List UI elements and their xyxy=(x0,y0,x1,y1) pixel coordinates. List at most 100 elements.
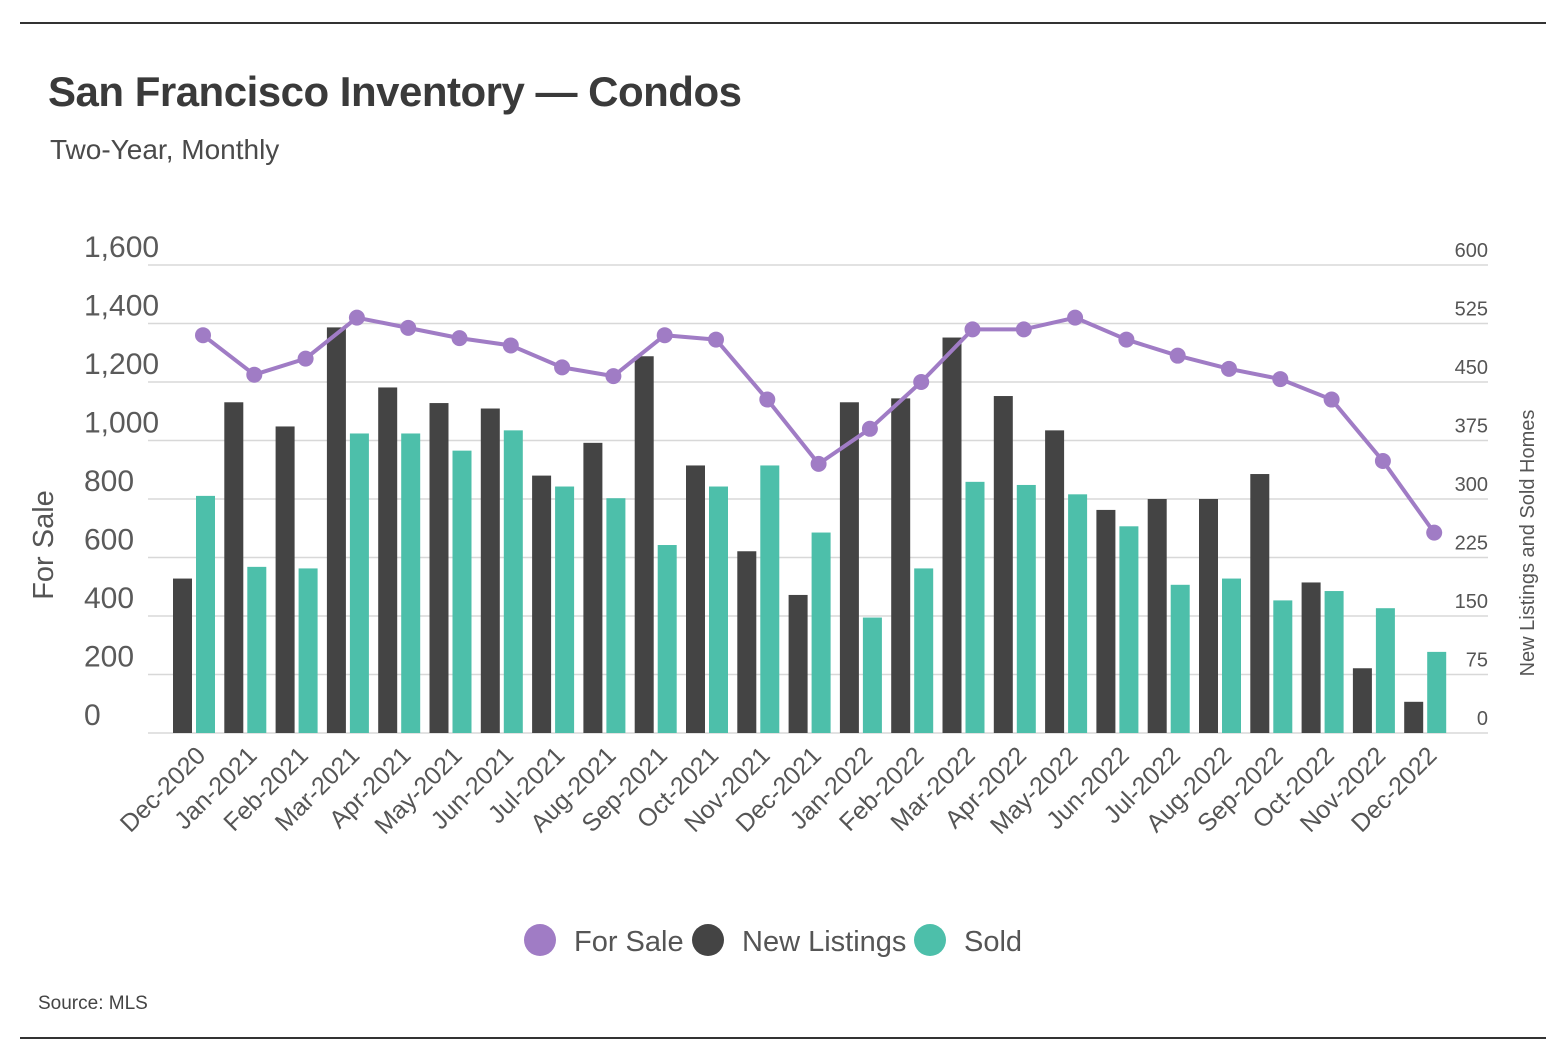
y-left-tick-label: 800 xyxy=(84,465,134,498)
bar-new-listings xyxy=(891,398,911,733)
y-left-axis-title: For Sale xyxy=(28,490,60,600)
bar-sold xyxy=(914,568,934,733)
bar-sold xyxy=(1119,526,1139,733)
for-sale-point xyxy=(913,374,930,390)
bar-sold xyxy=(196,495,215,733)
bar-new-listings xyxy=(583,442,603,733)
chart-subtitle: Two-Year, Monthly xyxy=(50,134,280,165)
legend-label: Sold xyxy=(964,926,1022,958)
for-sale-point xyxy=(708,331,724,348)
bar-new-listings xyxy=(1301,582,1321,733)
bar-new-listings xyxy=(326,327,346,733)
legend-label: New Listings xyxy=(742,926,906,958)
bar-new-listings xyxy=(839,402,859,733)
bar-sold xyxy=(503,430,523,733)
bar-new-listings xyxy=(1045,430,1065,733)
legend-marker xyxy=(524,924,556,956)
y-right-tick-label: 300 xyxy=(1455,474,1488,496)
for-sale-point xyxy=(297,350,314,367)
y-left-tick-label: 1,400 xyxy=(84,290,159,323)
bottom-rule xyxy=(20,1037,1546,1039)
for-sale-point xyxy=(1323,391,1340,408)
for-sale-point xyxy=(759,391,776,408)
y-left-tick-label: 400 xyxy=(84,582,134,615)
bar-new-listings xyxy=(480,408,500,733)
bar-sold xyxy=(1324,591,1344,733)
bar-sold xyxy=(1016,484,1036,733)
bar-new-listings xyxy=(686,465,705,733)
bar-sold xyxy=(811,532,831,733)
bar-new-listings xyxy=(1250,474,1270,733)
bar-new-listings xyxy=(1404,701,1424,733)
for-sale-point xyxy=(1426,524,1443,541)
bar-new-listings xyxy=(634,356,654,733)
y-left-tick-label: 0 xyxy=(84,699,101,732)
bar-sold xyxy=(965,481,985,733)
bar-sold xyxy=(452,450,472,733)
y-right-tick-label: 0 xyxy=(1477,708,1488,730)
bar-sold xyxy=(1222,578,1241,733)
y-right-tick-label: 450 xyxy=(1455,357,1488,379)
bar-new-listings xyxy=(737,551,757,733)
y-right-tick-label: 375 xyxy=(1455,416,1488,438)
for-sale-point xyxy=(656,327,673,344)
for-sale-point xyxy=(1169,347,1186,364)
source-note: Source: MLS xyxy=(38,993,148,1014)
bar-new-listings xyxy=(788,594,808,733)
y-left-tick-label: 1,200 xyxy=(84,348,159,381)
bar-sold xyxy=(1068,494,1088,733)
for-sale-point xyxy=(400,319,417,336)
for-sale-point xyxy=(861,420,878,437)
bar-sold xyxy=(862,617,882,733)
bar-new-listings xyxy=(173,578,192,733)
for-sale-point xyxy=(1221,360,1237,377)
bar-new-listings xyxy=(275,426,295,733)
bar-sold xyxy=(401,433,421,733)
bar-sold xyxy=(606,498,626,733)
for-sale-point xyxy=(1015,321,1032,338)
y-right-tick-label: 525 xyxy=(1455,299,1488,321)
for-sale-point xyxy=(605,368,622,385)
y-right-tick-label: 150 xyxy=(1455,591,1488,613)
for-sale-point xyxy=(810,455,827,472)
bar-sold xyxy=(1375,608,1395,733)
bar-sold xyxy=(657,545,677,733)
bar-sold xyxy=(760,465,780,733)
y-left-tick-label: 1,600 xyxy=(84,231,159,264)
top-rule xyxy=(20,22,1546,24)
bar-sold xyxy=(298,568,318,733)
for-sale-point xyxy=(451,330,468,347)
for-sale-point xyxy=(554,359,571,376)
y-right-axis-title: New Listings and Sold Homes xyxy=(1517,410,1539,677)
bar-sold xyxy=(1427,651,1447,733)
bar-new-listings xyxy=(378,387,398,733)
bar-new-listings xyxy=(224,402,244,733)
y-right-tick-label: 75 xyxy=(1466,650,1488,672)
bar-new-listings xyxy=(1199,499,1218,733)
for-sale-point xyxy=(1118,331,1135,348)
for-sale-point xyxy=(348,309,365,326)
bar-new-listings xyxy=(942,337,962,733)
for-sale-point xyxy=(1272,371,1289,388)
for-sale-point xyxy=(502,337,519,354)
y-left-tick-label: 600 xyxy=(84,524,134,557)
y-right-tick-label: 225 xyxy=(1455,533,1488,555)
for-sale-point xyxy=(1067,309,1084,326)
for-sale-point xyxy=(195,327,211,344)
y-right-tick-label: 600 xyxy=(1455,240,1488,262)
bar-sold xyxy=(1273,600,1293,733)
y-left-tick-label: 200 xyxy=(84,641,134,674)
for-sale-point xyxy=(246,366,263,383)
bar-new-listings xyxy=(1352,668,1372,733)
chart-title: San Francisco Inventory — Condos xyxy=(48,68,742,115)
bar-sold xyxy=(247,566,267,733)
bar-new-listings xyxy=(993,396,1013,733)
for-sale-point xyxy=(1374,452,1391,469)
legend-label: For Sale xyxy=(574,926,684,958)
y-left-tick-label: 1,000 xyxy=(84,407,159,440)
bar-new-listings xyxy=(1096,509,1116,733)
bar-new-listings xyxy=(1147,499,1167,733)
bar-sold xyxy=(349,433,369,733)
bar-sold xyxy=(555,486,575,733)
